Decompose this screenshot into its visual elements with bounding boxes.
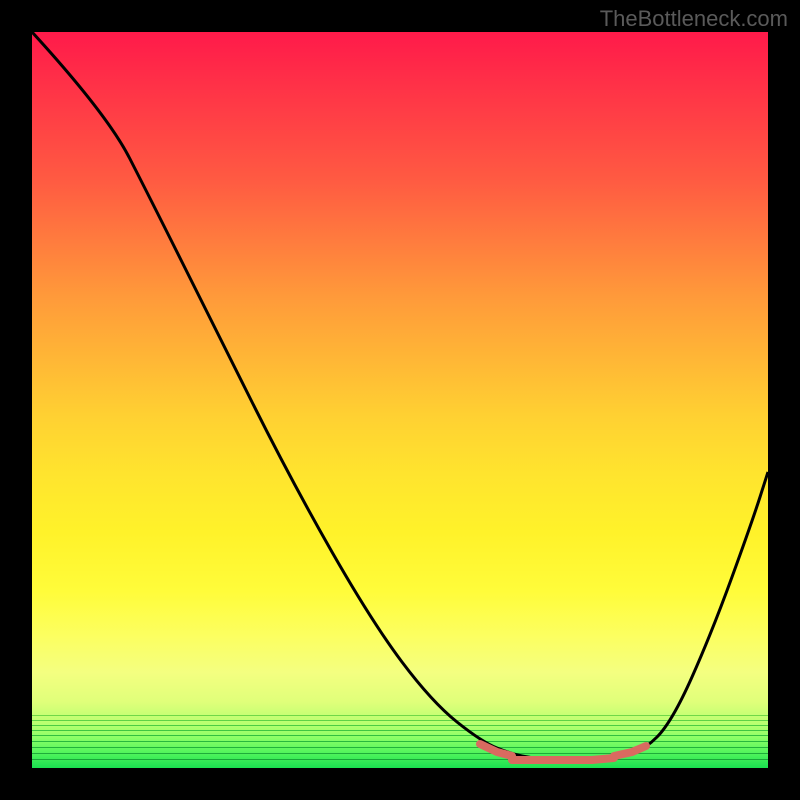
curve-highlight-segment: [614, 746, 646, 756]
bottleneck-curve: [32, 32, 768, 768]
curve-highlight-group: [480, 744, 646, 760]
chart-area: [32, 32, 768, 768]
watermark-text: TheBottleneck.com: [600, 6, 788, 32]
curve-highlight-segment: [480, 744, 512, 756]
curve-highlight-segment: [512, 758, 614, 760]
curve-main-path: [32, 32, 768, 760]
